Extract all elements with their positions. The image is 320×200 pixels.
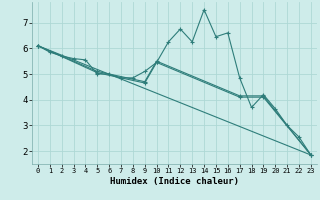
X-axis label: Humidex (Indice chaleur): Humidex (Indice chaleur): [110, 177, 239, 186]
